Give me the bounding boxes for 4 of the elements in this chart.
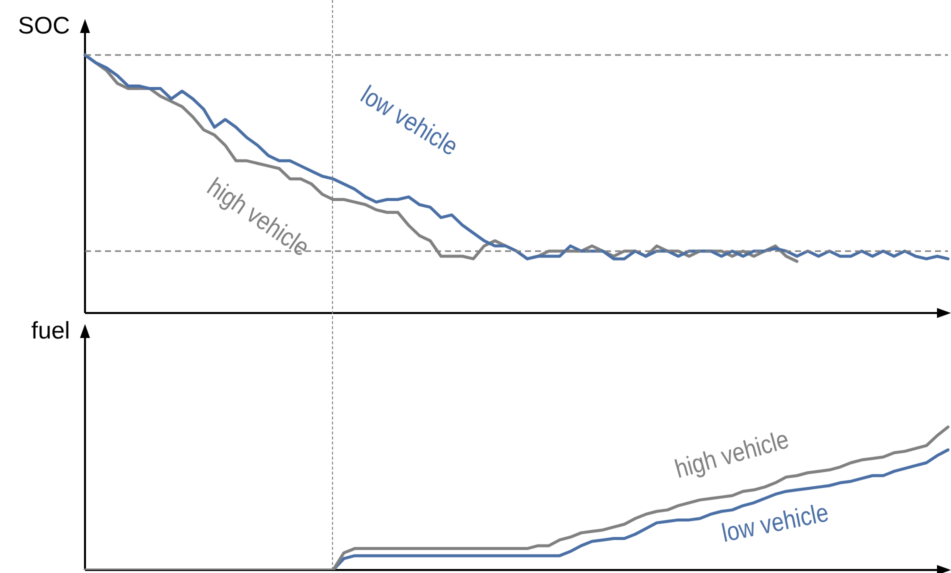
text: low vehicle xyxy=(719,498,832,548)
y-axis-title: SOC xyxy=(18,12,70,40)
y-axis-title: fuel xyxy=(31,318,70,345)
text: high vehicle xyxy=(672,425,792,484)
